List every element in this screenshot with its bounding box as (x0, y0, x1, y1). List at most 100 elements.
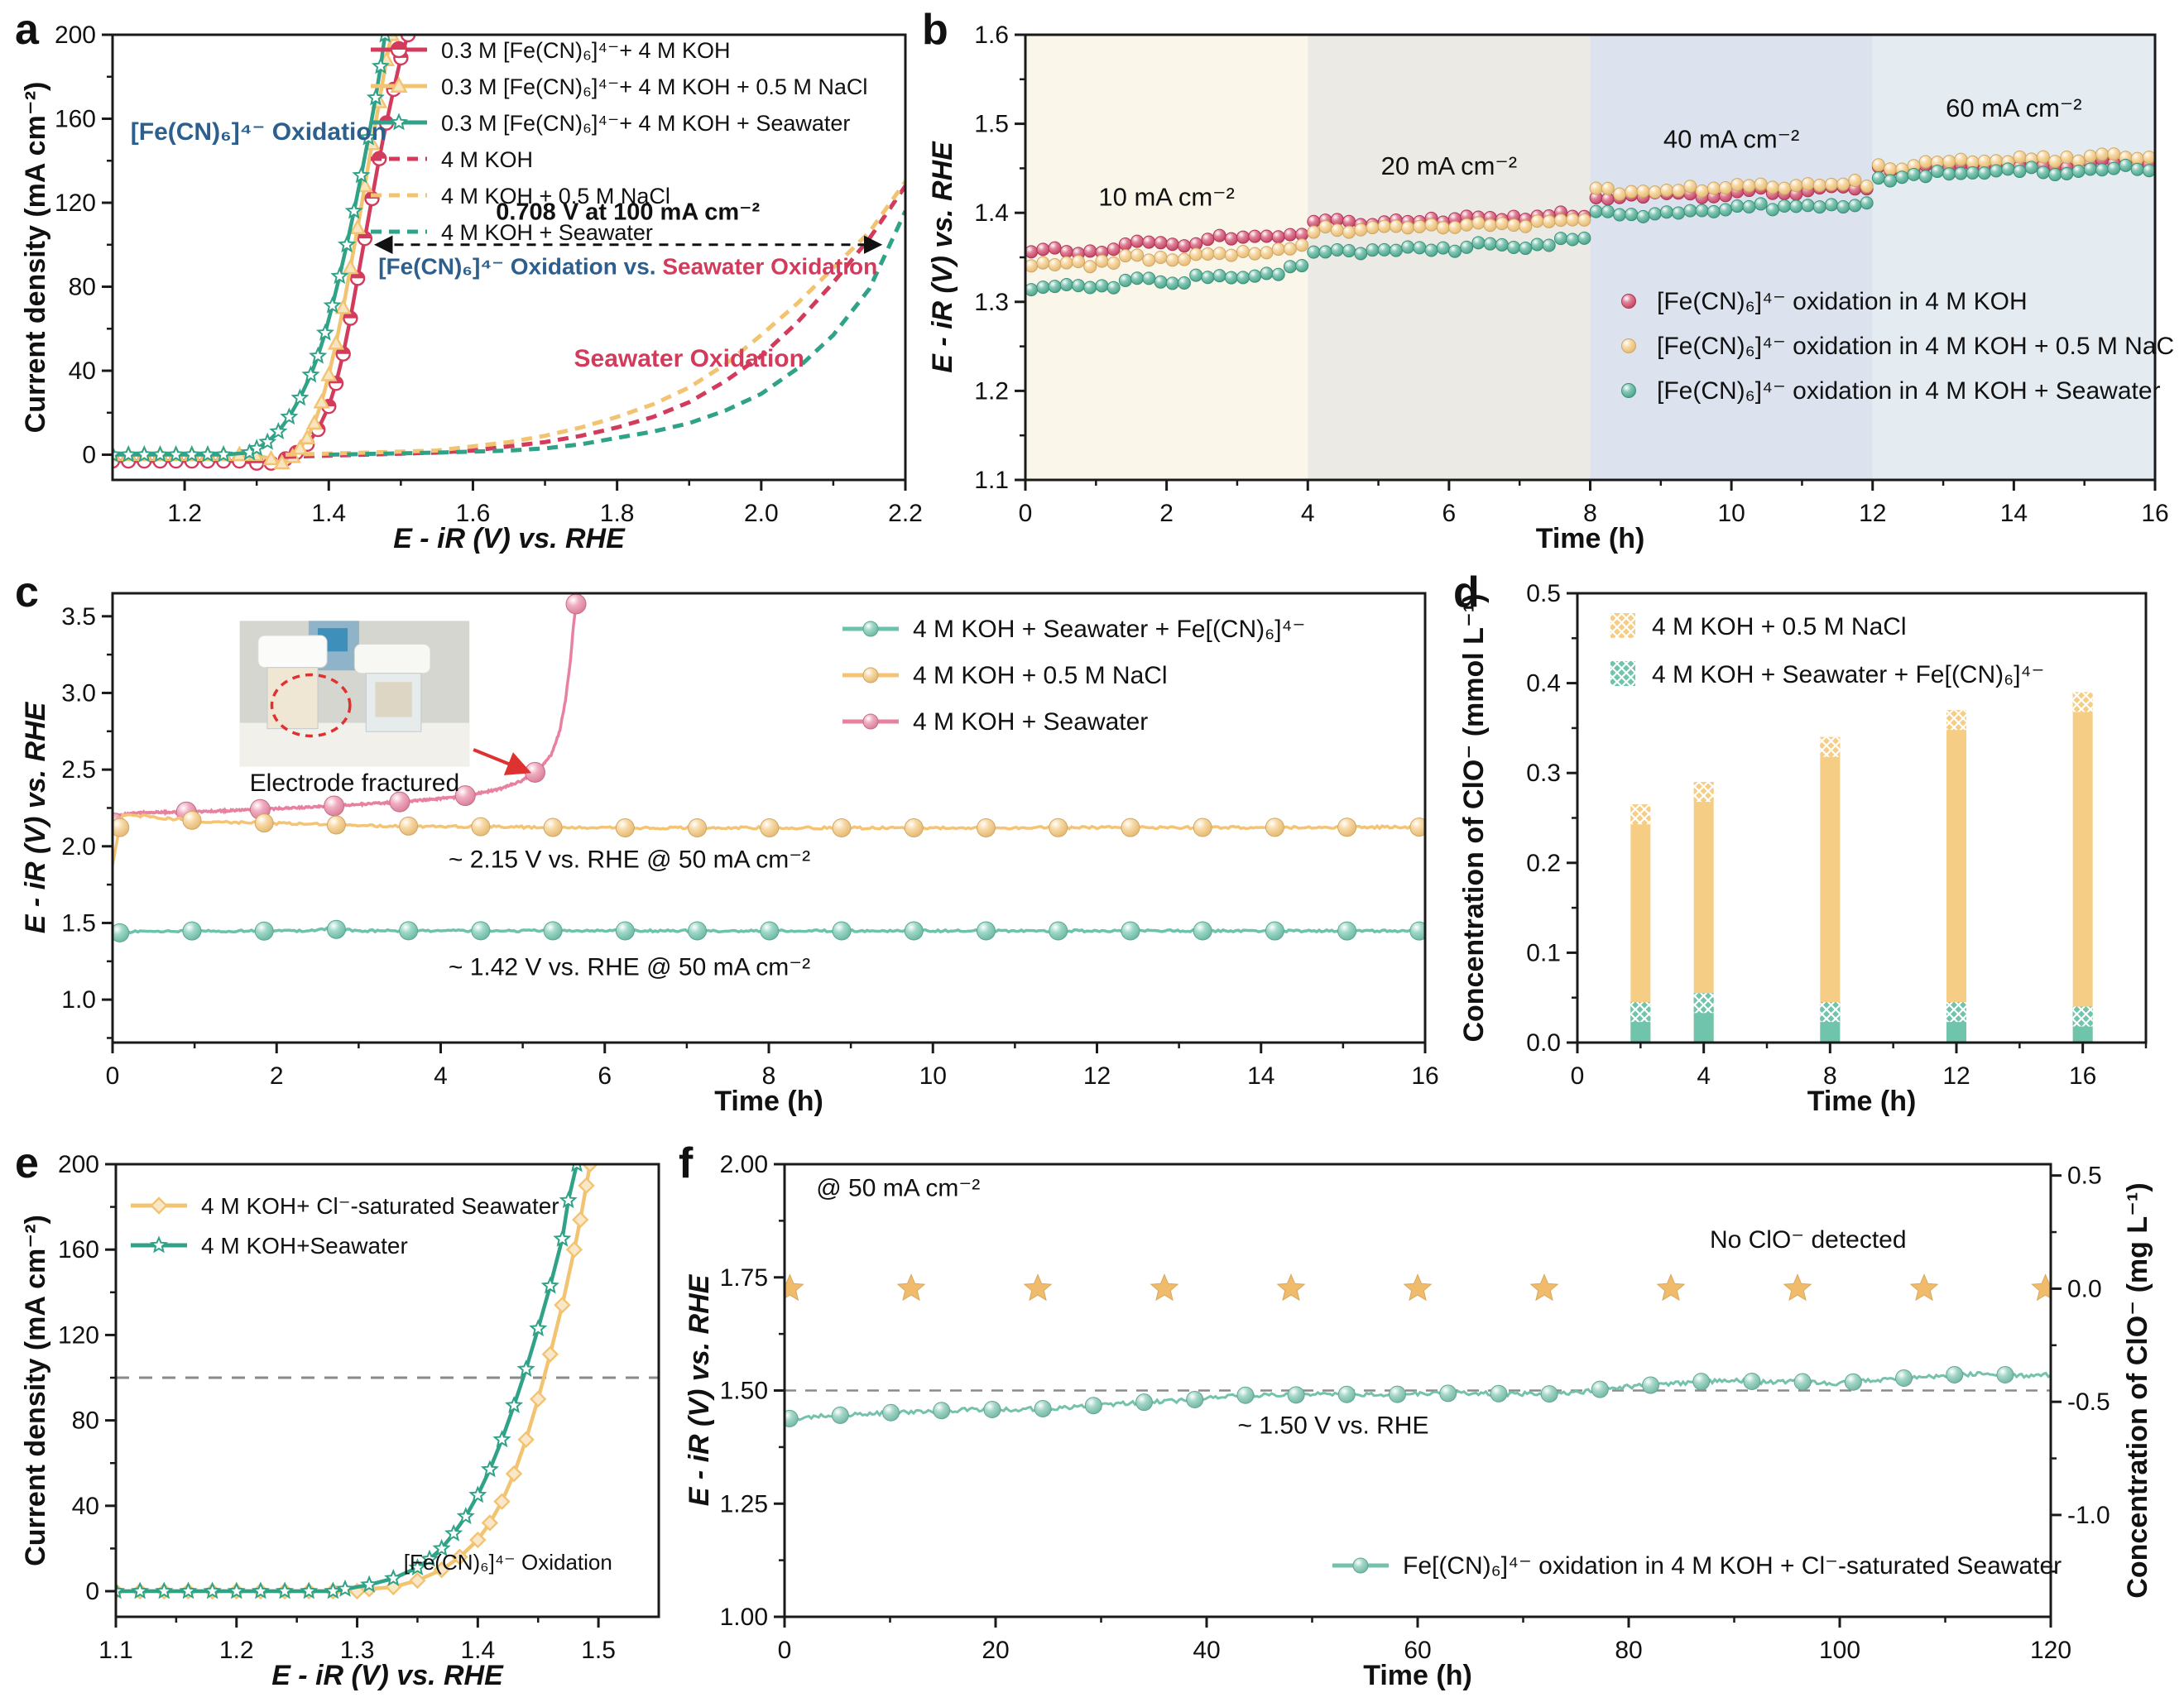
svg-text:6: 6 (598, 1062, 612, 1090)
svg-text:Seawater Oxidation: Seawater Oxidation (574, 345, 804, 372)
svg-text:8: 8 (1583, 500, 1597, 527)
svg-text:16: 16 (1411, 1062, 1438, 1090)
legend: Fe[(CN)₆]⁴⁻ oxidation in 4 M KOH + Cl⁻-s… (1332, 1552, 2062, 1580)
svg-text:-0.5: -0.5 (2067, 1388, 2110, 1416)
svg-text:20 mA cm⁻²: 20 mA cm⁻² (1381, 151, 1518, 180)
svg-text:[Fe(CN)₆]⁴⁻ oxidation in 4 M K: [Fe(CN)₆]⁴⁻ oxidation in 4 M KOH + Seawa… (1657, 377, 2161, 405)
panel-a: a [Fe(CN)₆]⁴⁻ Oxidation 0.708 V at 100 mA… (15, 6, 922, 563)
series-2 (1025, 158, 2155, 297)
svg-text:40 mA cm⁻²: 40 mA cm⁻² (1663, 125, 1800, 154)
axes: 0 20 40 60 80 100 120 1.00 1.25 1.50 1.75 2.00 0.5 0.… (720, 1151, 2110, 1664)
svg-text:0.3 M [Fe(CN)₆]⁴⁻+ 4 M KOH + 0: 0.3 M [Fe(CN)₆]⁴⁻+ 4 M KOH + 0.5 M NaCl (441, 74, 867, 99)
legend: 0.3 M [Fe(CN)₆]⁴⁻+ 4 M KOH 0.3 M [Fe(CN)₆… (371, 38, 867, 245)
svg-text:0.2: 0.2 (1526, 850, 1561, 877)
x-axis-title: Time (h) (1807, 1086, 1917, 1117)
series-1 (1025, 147, 2155, 274)
panel-f: f @ 50 mA cm⁻² No ClO⁻ detected ~ 1.50 V v… (679, 1139, 2175, 1700)
inset-photo-electrode-fractured (239, 621, 470, 767)
svg-text:1.75: 1.75 (720, 1264, 768, 1292)
right-y-axis-title: Concentration of ClO⁻ (mg L⁻¹) (2122, 1182, 2153, 1598)
svg-text:1.2: 1.2 (167, 500, 202, 527)
series-4 (285, 180, 905, 457)
svg-text:120: 120 (55, 189, 96, 217)
svg-text:8: 8 (1823, 1062, 1837, 1090)
legend-item: [Fe(CN)₆]⁴⁻ oxidation in 4 M KOH + 0.5 M… (1621, 333, 2173, 360)
svg-text:1.1: 1.1 (98, 1637, 133, 1664)
svg-text:0.4: 0.4 (1526, 670, 1561, 698)
svg-text:3.5: 3.5 (61, 603, 96, 631)
svg-text:1.4: 1.4 (460, 1637, 495, 1664)
series-0 (785, 1365, 2051, 1427)
panel-letter-b: b (922, 6, 948, 54)
x-axis-title: E - iR (V) vs. RHE (393, 523, 626, 554)
panel-d: d 0 4 8 12 16 0.0 0.1 0.2 0.3 0.4 0.5 Time (h) Conce… (1453, 568, 2175, 1125)
svg-text:80: 80 (72, 1407, 99, 1435)
legend-item: 4 M KOH + Seawater (371, 220, 653, 245)
svg-text:Fe[(CN)₆]⁴⁻ oxidation in 4 M K: Fe[(CN)₆]⁴⁻ oxidation in 4 M KOH + Cl⁻-s… (1403, 1552, 2062, 1580)
series-2 (113, 919, 1425, 942)
svg-text:160: 160 (55, 106, 96, 133)
svg-text:80: 80 (69, 274, 96, 301)
series-group (113, 593, 1425, 942)
svg-text:120: 120 (58, 1321, 99, 1349)
svg-text:1.00: 1.00 (720, 1604, 768, 1631)
annotations: Electrode fractured ~ 2.15 V vs. RHE @ 50… (250, 770, 810, 981)
svg-text:[Fe(CN)₆]⁴⁻ Oxidation: [Fe(CN)₆]⁴⁻ Oxidation (131, 118, 386, 146)
plot-frame (114, 1163, 660, 1618)
svg-text:20: 20 (982, 1637, 1009, 1664)
svg-text:4 M KOH + 0.5 M NaCl: 4 M KOH + 0.5 M NaCl (1652, 613, 1907, 640)
svg-text:10: 10 (919, 1062, 947, 1090)
legend-item: [Fe(CN)₆]⁴⁻ oxidation in 4 M KOH + Seawa… (1621, 377, 2161, 405)
series-group (1025, 147, 2155, 297)
svg-text:[Fe(CN)₆]⁴⁻ oxidation in 4 M K: [Fe(CN)₆]⁴⁻ oxidation in 4 M KOH + 0.5 M… (1657, 333, 2173, 360)
y-axis-title: E - iR (V) vs. RHE (20, 701, 51, 933)
svg-text:2.00: 2.00 (720, 1151, 768, 1178)
svg-text:[Fe(CN)₆]⁴⁻ oxidation in 4 M K: [Fe(CN)₆]⁴⁻ oxidation in 4 M KOH (1657, 288, 2028, 315)
svg-text:200: 200 (58, 1151, 99, 1178)
svg-text:0: 0 (82, 442, 96, 469)
series-group (785, 1273, 2051, 1427)
legend-item: 4 M KOH+ Cl⁻-saturated Seawater (131, 1193, 559, 1219)
svg-text:Electrode fractured: Electrode fractured (250, 770, 459, 797)
legend-item: 4 M KOH + Seawater + Fe[(CN)₆]⁴⁻ (842, 616, 1305, 643)
svg-text:[Fe(CN)₆]⁴⁻ Oxidation vs. Seaw: [Fe(CN)₆]⁴⁻ Oxidation vs. Seawater Oxida… (378, 253, 877, 279)
svg-text:4 M KOH: 4 M KOH (441, 147, 533, 172)
svg-text:@ 50 mA cm⁻²: @ 50 mA cm⁻² (816, 1174, 980, 1201)
svg-text:2: 2 (270, 1062, 284, 1090)
series-0 (113, 34, 416, 471)
series-5 (329, 210, 905, 457)
annotations: @ 50 mA cm⁻² No ClO⁻ detected ~ 1.50 V vs.… (816, 1174, 1906, 1439)
svg-text:12: 12 (1859, 500, 1886, 527)
svg-text:4 M KOH + Seawater: 4 M KOH + Seawater (913, 708, 1148, 736)
y-axis-title: Concentration of ClO⁻ (mmol L⁻¹) (1458, 593, 1490, 1042)
series-1 (1630, 993, 2093, 1043)
legend: 4 M KOH + 0.5 M NaCl 4 M KOH + Seawater +… (1610, 613, 2044, 688)
chart-e: [Fe(CN)₆]⁴⁻ Oxidation 1.1 1.2 1.3 1.4 1.5 0 40 8… (20, 1151, 660, 1691)
svg-text:2.2: 2.2 (888, 500, 922, 527)
chart-a: [Fe(CN)₆]⁴⁻ Oxidation 0.708 V at 100 mA c… (20, 22, 922, 554)
svg-text:120: 120 (2030, 1637, 2071, 1664)
svg-text:4 M KOH + Seawater + Fe[(CN)₆]: 4 M KOH + Seawater + Fe[(CN)₆]⁴⁻ (1652, 661, 2044, 688)
annotation-arrow (473, 748, 532, 775)
svg-text:0.3 M [Fe(CN)₆]⁴⁻+ 4 M KOH: 0.3 M [Fe(CN)₆]⁴⁻+ 4 M KOH (441, 38, 731, 63)
svg-text:12: 12 (1083, 1062, 1111, 1090)
svg-text:4 M KOH+Seawater: 4 M KOH+Seawater (201, 1233, 408, 1259)
legend-item: 4 M KOH + 0.5 M NaCl (371, 184, 670, 209)
svg-text:16: 16 (2069, 1062, 2096, 1090)
axes: 1.1 1.2 1.3 1.4 1.5 0 40 80 120 160 200 (58, 1151, 616, 1664)
svg-text:16: 16 (2141, 500, 2168, 527)
svg-text:[Fe(CN)₆]⁴⁻ Oxidation: [Fe(CN)₆]⁴⁻ Oxidation (404, 1550, 612, 1575)
svg-text:80: 80 (1615, 1637, 1642, 1664)
series-group (116, 1163, 599, 1600)
svg-text:6: 6 (1442, 500, 1457, 527)
svg-text:4: 4 (1301, 500, 1315, 527)
svg-text:1.3: 1.3 (974, 289, 1009, 316)
svg-text:1.5: 1.5 (974, 111, 1009, 138)
svg-text:0.0: 0.0 (1526, 1029, 1561, 1057)
svg-text:0.708 V at 100 mA cm⁻²: 0.708 V at 100 mA cm⁻² (496, 199, 760, 225)
legend-item: 4 M KOH+Seawater (131, 1233, 408, 1259)
svg-text:40: 40 (72, 1493, 99, 1520)
y-axis-title: E - iR (V) vs. RHE (927, 141, 958, 373)
svg-text:0: 0 (106, 1062, 120, 1090)
